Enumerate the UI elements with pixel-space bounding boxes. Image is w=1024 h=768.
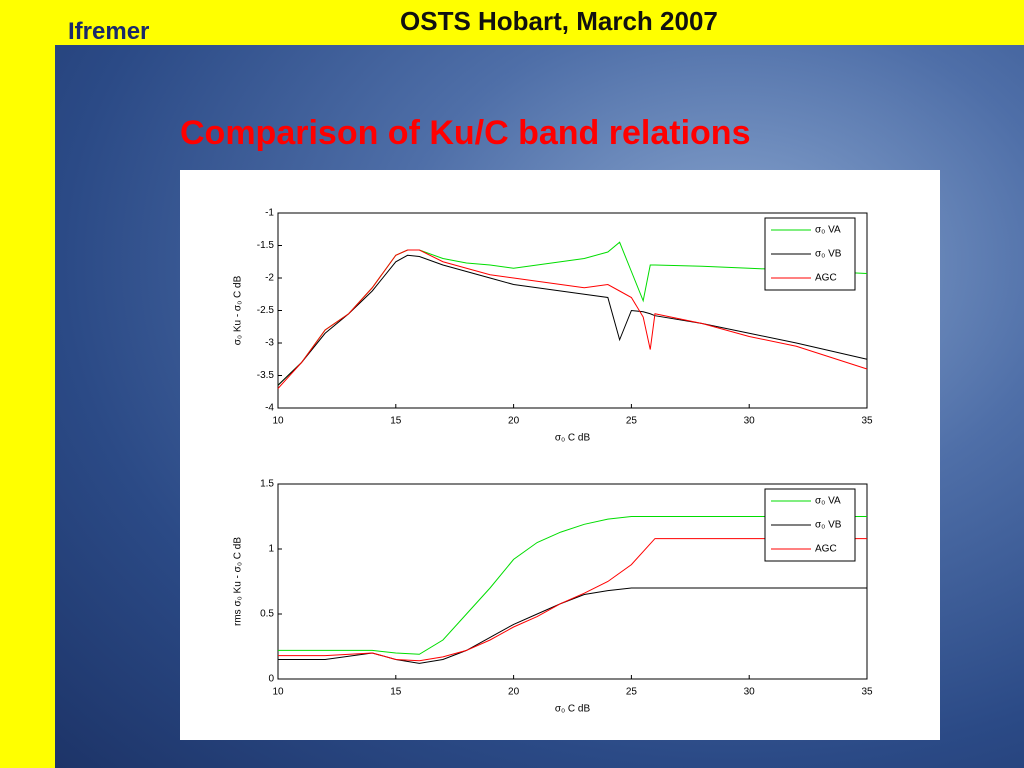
- logo: Ifremer: [68, 18, 150, 45]
- series-line: [278, 538, 867, 662]
- plot-frame: [277, 483, 868, 680]
- x-axis-label: σ₀ C dB: [555, 433, 591, 444]
- x-tick-label: 15: [390, 687, 402, 698]
- y-tick-label: -1.5: [257, 240, 275, 251]
- series-line: [278, 516, 867, 655]
- x-tick-label: 10: [272, 416, 284, 427]
- series-line: [277, 249, 868, 389]
- slide-title: Comparison of Ku/C band relations: [180, 114, 751, 152]
- y-axis-label: σ₀ Ku - σ₀ C dB: [233, 275, 244, 345]
- y-tick-label: -2: [265, 273, 274, 284]
- legend-label: AGC: [815, 544, 837, 555]
- y-tick-label: -1: [265, 208, 274, 219]
- x-tick-label: 20: [508, 416, 520, 427]
- y-tick-label: -3.5: [257, 370, 275, 381]
- header: Ifremer OSTS Hobart, March 2007: [0, 0, 1024, 45]
- legend-label: σ₀ VA: [815, 225, 841, 236]
- x-axis-label: σ₀ C dB: [555, 704, 591, 715]
- legend-label: σ₀ VB: [815, 520, 842, 531]
- y-tick-label: 1.5: [260, 479, 274, 490]
- x-tick-label: 25: [626, 687, 638, 698]
- x-tick-label: 30: [744, 687, 756, 698]
- legend-label: σ₀ VA: [815, 496, 841, 507]
- y-tick-label: 0.5: [260, 609, 274, 620]
- x-tick-label: 15: [390, 416, 402, 427]
- y-tick-label: 1: [268, 544, 274, 555]
- y-tick-label: -3: [265, 338, 274, 349]
- x-tick-label: 35: [861, 687, 873, 698]
- legend-label: AGC: [815, 273, 837, 284]
- y-axis-label: rms σ₀ Ku - σ₀ C dB: [233, 537, 244, 626]
- legend-label: σ₀ VB: [815, 249, 842, 260]
- y-tick-label: -2.5: [257, 305, 275, 316]
- x-tick-label: 10: [272, 687, 284, 698]
- y-tick-label: 0: [268, 674, 274, 685]
- x-tick-label: 25: [626, 416, 638, 427]
- figure-panel: -1 -1.5 -2 -2.5 -3 -3.5 -4 10 15 20 25 30 35 σ₀ C dB σ…: [180, 170, 940, 740]
- y-tick-label: -4: [265, 403, 274, 414]
- x-tick-label: 20: [508, 687, 520, 698]
- x-tick-label: 35: [861, 416, 873, 427]
- header-title: OSTS Hobart, March 2007: [400, 6, 718, 36]
- series-line: [278, 587, 867, 664]
- x-tick-label: 30: [744, 416, 756, 427]
